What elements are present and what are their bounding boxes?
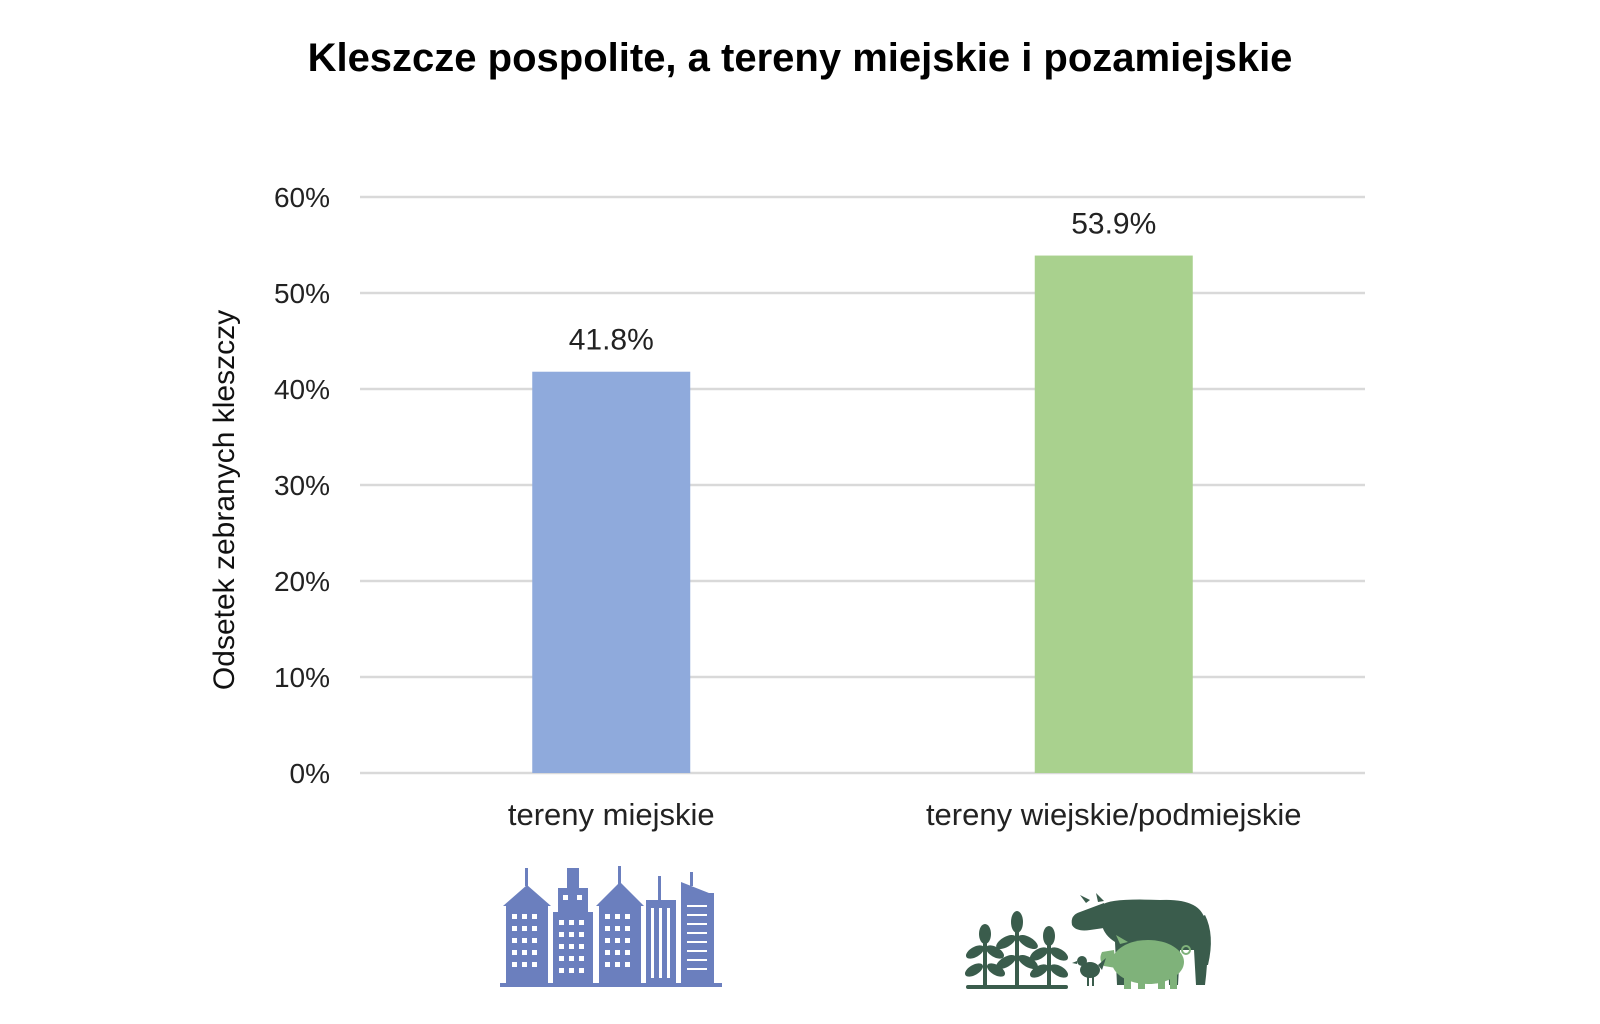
- chart-title: Kleszcze pospolite, a tereny miejskie i …: [307, 36, 1293, 80]
- data-label: 53.9%: [1071, 208, 1156, 241]
- bar: [532, 371, 691, 773]
- city-buildings-icon: [500, 866, 722, 987]
- y-tick-label: 40%: [274, 374, 330, 405]
- y-tick-label: 50%: [274, 278, 330, 309]
- category-label: tereny miejskie: [508, 797, 715, 832]
- y-axis-label: Odsetek zebranych kleszczy: [208, 310, 241, 690]
- y-tick-labels: 0% 10% 20% 30% 40% 50% 60%: [274, 182, 330, 789]
- y-tick-label: 20%: [274, 566, 330, 597]
- y-tick-label: 60%: [274, 182, 330, 213]
- gridlines: [360, 195, 1365, 775]
- data-labels: 41.8% 53.9%: [569, 208, 1157, 357]
- farm-animals-plants-icon: [964, 893, 1211, 989]
- bar: [1034, 255, 1193, 773]
- y-tick-label: 0%: [290, 758, 330, 789]
- y-tick-label: 30%: [274, 470, 330, 501]
- bars: [532, 255, 1193, 773]
- y-tick-label: 10%: [274, 662, 330, 693]
- category-labels: tereny miejskie tereny wiejskie/podmiejsk…: [508, 797, 1302, 832]
- category-label: tereny wiejskie/podmiejskie: [926, 797, 1302, 832]
- data-label: 41.8%: [569, 324, 654, 357]
